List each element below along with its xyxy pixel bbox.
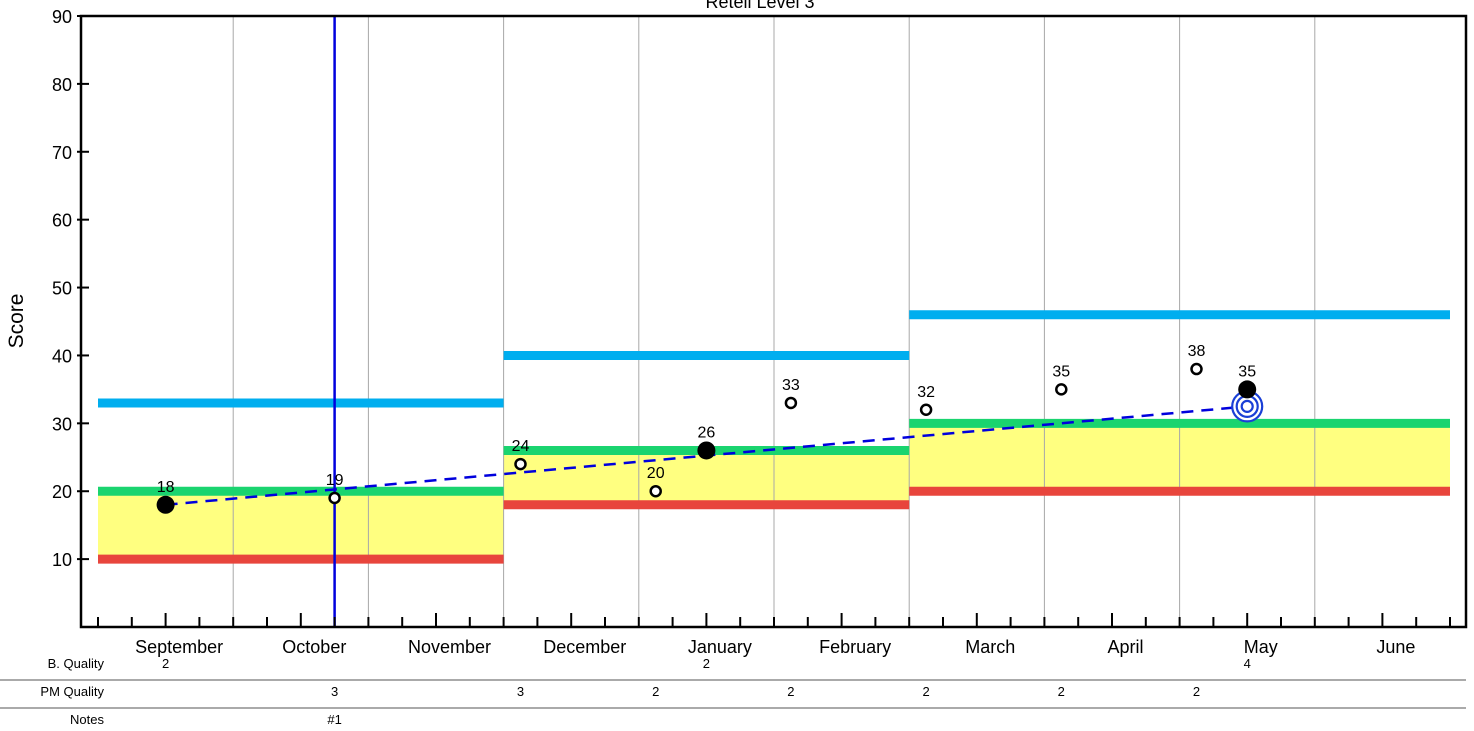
progress-point-label-2: 24 bbox=[512, 438, 530, 455]
progress-point-4 bbox=[784, 396, 798, 410]
footer-table: B. Quality 2 2 4 PM Quality 3 3 2 2 2 2 2 Notes #1 bbox=[0, 656, 1466, 727]
month-label-january: January bbox=[688, 637, 752, 657]
month-label-march: March bbox=[965, 637, 1015, 657]
benchmark-point-2 bbox=[697, 441, 716, 460]
footer-cell: 2 bbox=[162, 656, 169, 671]
benchmark-point-1 bbox=[156, 495, 175, 514]
benchmark-point-label-3: 35 bbox=[1238, 363, 1256, 380]
footer-row-label-1: B. Quality bbox=[48, 656, 105, 671]
footer-cell: 2 bbox=[1193, 684, 1200, 699]
month-label-february: February bbox=[819, 637, 891, 657]
footer-cell: 2 bbox=[1058, 684, 1065, 699]
progress-point-1 bbox=[328, 491, 341, 505]
goal-marker-ring-3 bbox=[1240, 399, 1254, 413]
footer-cell: 2 bbox=[922, 684, 929, 699]
footer-cell: 2 bbox=[787, 684, 794, 699]
progress-point-label-6: 35 bbox=[1052, 363, 1070, 380]
month-label-may: May bbox=[1244, 637, 1278, 657]
y-tick-label-90: 90 bbox=[52, 7, 72, 27]
month-label-april: April bbox=[1108, 637, 1144, 657]
gridlines bbox=[232, 16, 1316, 627]
progress-point-7 bbox=[1190, 362, 1203, 376]
data-labels: 19 24 20 33 32 35 38 18 26 35 bbox=[157, 343, 1256, 496]
progress-point-5 bbox=[919, 403, 933, 417]
footer-cell: 2 bbox=[652, 684, 659, 699]
month-label-october: October bbox=[282, 637, 346, 657]
y-tick-label-70: 70 bbox=[52, 143, 72, 163]
progress-point-2 bbox=[514, 457, 527, 471]
y-tick-label-50: 50 bbox=[52, 279, 72, 299]
footer-row-label-2: PM Quality bbox=[40, 684, 104, 699]
y-tick-label-60: 60 bbox=[52, 211, 72, 231]
progress-point-label-4: 33 bbox=[782, 377, 800, 394]
benchmark-point-label-1: 18 bbox=[157, 479, 175, 496]
footer-cell: 3 bbox=[517, 684, 524, 699]
progress-point-6 bbox=[1055, 383, 1068, 396]
y-tick-label-80: 80 bbox=[52, 75, 72, 95]
footer-row-label-3: Notes bbox=[70, 712, 104, 727]
month-label-november: November bbox=[408, 637, 491, 657]
footer-cell: 4 bbox=[1244, 656, 1251, 671]
chart-title: Retell Level 3 bbox=[705, 0, 814, 12]
benchmark-point-3 bbox=[1238, 380, 1257, 399]
y-tick-label-10: 10 bbox=[52, 550, 72, 570]
footer-cell: 2 bbox=[703, 656, 710, 671]
benchmark-point-label-2: 26 bbox=[698, 424, 716, 441]
y-tick-label-30: 30 bbox=[52, 414, 72, 434]
progress-point-label-7: 38 bbox=[1188, 343, 1206, 360]
progress-point-3 bbox=[649, 484, 662, 498]
fill-zone-2 bbox=[503, 450, 910, 505]
footer-cell: #1 bbox=[327, 712, 341, 727]
y-axis-ticks: 10 20 30 40 50 60 70 80 90 bbox=[52, 7, 89, 570]
x-axis-ticks: September October November December January F… bbox=[97, 613, 1451, 657]
data-points bbox=[156, 362, 1264, 514]
month-label-december: December bbox=[543, 637, 626, 657]
fill-zones bbox=[98, 423, 1450, 560]
y-tick-label-20: 20 bbox=[52, 482, 72, 502]
month-label-june: June bbox=[1376, 637, 1415, 657]
progress-point-label-1: 19 bbox=[326, 472, 344, 489]
footer-cell: 3 bbox=[331, 684, 338, 699]
progress-point-label-5: 32 bbox=[917, 384, 935, 401]
progress-point-label-3: 20 bbox=[647, 465, 665, 482]
y-axis-label: Score bbox=[5, 294, 28, 349]
y-tick-label-40: 40 bbox=[52, 346, 72, 366]
month-label-september: September bbox=[135, 637, 223, 657]
band-lines bbox=[98, 310, 1450, 564]
